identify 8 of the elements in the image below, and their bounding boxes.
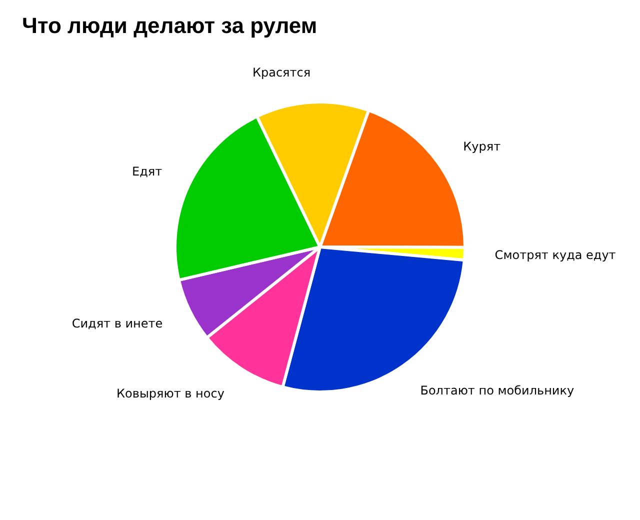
slice-label: Едят [132, 164, 162, 179]
slice-label: Красятся [252, 65, 311, 80]
slice-label: Сидят в инете [72, 316, 163, 331]
slice-label: Смотрят куда едут [494, 248, 616, 262]
slice-label: Ковыряют в носу [116, 386, 224, 401]
slice-label: Болтают по мобильнику [420, 383, 574, 398]
chart-title: Что люди делают за рулем [22, 13, 318, 38]
slice-label: Курят [463, 139, 501, 154]
